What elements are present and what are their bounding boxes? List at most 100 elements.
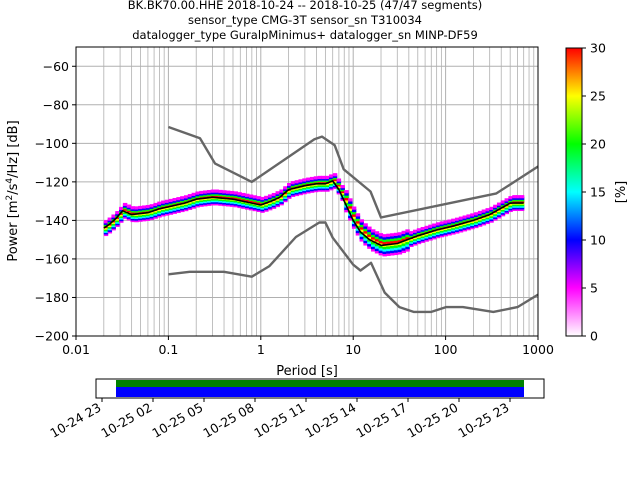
heatmap-cell xyxy=(348,198,353,202)
heatmap-cell xyxy=(199,190,204,195)
heatmap-cell xyxy=(367,236,372,240)
time-tick-label: 10-25 11 xyxy=(251,400,307,441)
heatmap-cell xyxy=(397,244,403,248)
heatmap-cell xyxy=(103,220,109,224)
heatmap-cell xyxy=(321,175,326,180)
heatmap-cell xyxy=(245,193,250,197)
heatmap-cell xyxy=(126,204,132,208)
heatmap-cell xyxy=(218,189,223,194)
title-line-3: datalogger_type GuralpMinimus+ datalogge… xyxy=(132,28,478,42)
heatmap-cell xyxy=(374,235,380,240)
heatmap-cell xyxy=(397,236,403,241)
heatmap-cell xyxy=(371,245,376,250)
heatmap-cell xyxy=(390,240,395,244)
heatmap-cell xyxy=(416,228,422,232)
heatmap-cell xyxy=(390,238,395,242)
heatmap-cell xyxy=(405,231,410,235)
heatmap-cell xyxy=(485,208,490,212)
heatmap-cell xyxy=(267,194,273,198)
heatmap-cell xyxy=(378,245,384,249)
heatmap-cell xyxy=(470,213,475,217)
heatmap-cell xyxy=(348,217,353,221)
heatmap-cell xyxy=(390,235,395,239)
heatmap-cell xyxy=(348,203,353,207)
time-tick-label: 10-25 08 xyxy=(200,400,256,441)
x-tick-label: 1 xyxy=(257,342,265,357)
y-tick-label: −60 xyxy=(43,59,69,74)
heatmap-cell xyxy=(359,235,364,240)
x-tick-label: 10 xyxy=(345,342,361,357)
heatmap-cell xyxy=(138,205,143,210)
heatmap-cell xyxy=(393,244,399,248)
heatmap-cell xyxy=(397,251,403,255)
heatmap-cell xyxy=(382,248,387,252)
heatmap-cell xyxy=(405,236,410,240)
heatmap-cell xyxy=(424,225,429,230)
heatmap-cell xyxy=(351,206,357,210)
heatmap-cell xyxy=(405,246,410,250)
heatmap-cell xyxy=(382,250,387,255)
heatmap-cell xyxy=(294,180,300,184)
heatmap-cell xyxy=(519,195,525,199)
heatmap-cell xyxy=(233,191,239,195)
heatmap-cell xyxy=(363,223,368,227)
heatmap-cell xyxy=(489,206,494,210)
heatmap-cell xyxy=(401,235,406,239)
heatmap-cell xyxy=(351,216,357,220)
heatmap-cell xyxy=(359,228,364,233)
colorbar-tick-label: 20 xyxy=(590,137,606,152)
heatmap-cell xyxy=(390,252,395,256)
high-noise-model-curve xyxy=(167,125,539,219)
heatmap-cell xyxy=(287,182,292,187)
heatmap-cell xyxy=(363,242,368,246)
heatmap-cell xyxy=(432,223,437,227)
heatmap-cell xyxy=(428,224,433,228)
heatmap-cell xyxy=(195,191,200,195)
heatmap-cell xyxy=(390,233,395,237)
heatmap-cell xyxy=(344,192,349,196)
heatmap-cell xyxy=(382,246,387,250)
heatmap-cell xyxy=(447,219,452,223)
heatmap-cell xyxy=(348,207,353,212)
time-tick-label: 10-25 17 xyxy=(353,400,409,441)
heatmap-cell xyxy=(363,228,368,232)
heatmap-cell xyxy=(462,215,468,219)
heatmap-cell xyxy=(412,229,418,233)
heatmap-cell xyxy=(401,245,406,249)
colorbar-tick-label: 0 xyxy=(590,329,598,344)
heatmap-cell xyxy=(474,212,479,216)
heatmap-cell xyxy=(225,190,231,194)
colorbar-tick-label: 30 xyxy=(590,41,606,56)
heatmap-cell xyxy=(382,241,387,245)
heatmap-cell xyxy=(222,190,227,194)
heatmap-cell xyxy=(397,234,403,238)
heatmap-cell xyxy=(210,189,216,193)
heatmap-cell xyxy=(252,195,258,199)
heatmap-cell xyxy=(393,247,399,251)
colorbar-tick-label: 5 xyxy=(590,281,598,296)
colorbar-ticks: 0 5 10 15 20 25 30 xyxy=(582,41,606,344)
heatmap-cell xyxy=(401,230,406,234)
heatmap-cell xyxy=(344,194,349,199)
heatmap-cell xyxy=(466,214,471,218)
heatmap-cell xyxy=(122,202,128,207)
heatmap-cell xyxy=(409,231,414,235)
heatmap-cell xyxy=(397,248,403,253)
heatmap-cell xyxy=(237,192,242,196)
heatmap-cell xyxy=(378,237,384,242)
heatmap-cell xyxy=(164,199,170,203)
heatmap-cell xyxy=(371,236,376,240)
heatmap-cell xyxy=(512,195,517,199)
heatmap-cell xyxy=(401,237,406,242)
x-axis-ticks: 0.01 0.1 1 10 100 1000 xyxy=(62,336,554,357)
heatmap-cell xyxy=(351,223,357,227)
heatmap-cell xyxy=(344,209,349,213)
heatmap-cell xyxy=(393,239,399,244)
heatmap-cell xyxy=(359,219,364,223)
heatmap-cell xyxy=(111,214,116,218)
heatmap-cell xyxy=(401,247,406,251)
heatmap-cell xyxy=(405,248,410,252)
heatmap-cell xyxy=(390,249,395,254)
heatmap-cell xyxy=(386,240,391,245)
heatmap-cell xyxy=(371,238,376,243)
